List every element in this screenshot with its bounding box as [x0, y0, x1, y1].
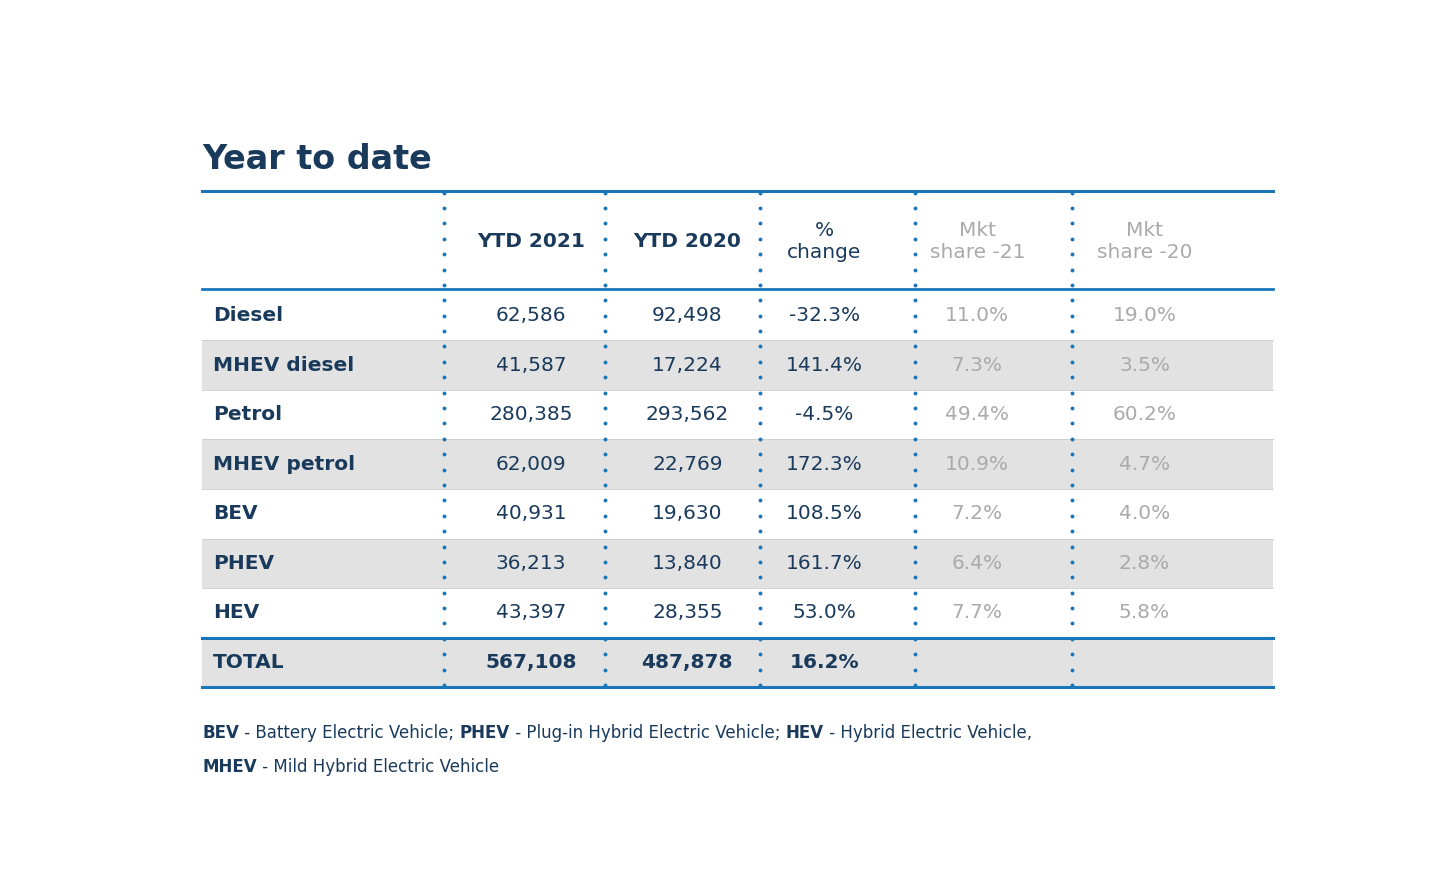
Text: 108.5%: 108.5%: [786, 504, 863, 523]
Text: 92,498: 92,498: [652, 307, 722, 325]
Text: YTD 2020: YTD 2020: [633, 232, 741, 251]
Text: 172.3%: 172.3%: [786, 455, 863, 474]
Bar: [201, 440, 1272, 489]
Text: MHEV: MHEV: [201, 759, 256, 776]
Text: 19.0%: 19.0%: [1112, 307, 1177, 325]
Text: 28,355: 28,355: [652, 603, 722, 622]
Text: BEV: BEV: [213, 504, 258, 523]
Text: Mkt
share -21: Mkt share -21: [930, 221, 1025, 262]
Text: Mkt
share -20: Mkt share -20: [1097, 221, 1193, 262]
Text: 7.2%: 7.2%: [951, 504, 1003, 523]
Bar: [201, 340, 1272, 390]
Text: 43,397: 43,397: [496, 603, 567, 622]
Text: - Plug-in Hybrid Electric Vehicle;: - Plug-in Hybrid Electric Vehicle;: [509, 724, 786, 743]
Bar: [201, 588, 1272, 638]
Text: 10.9%: 10.9%: [945, 455, 1009, 474]
Text: 36,213: 36,213: [496, 554, 567, 573]
Bar: [201, 638, 1272, 687]
Text: Year to date: Year to date: [201, 143, 432, 176]
Text: 16.2%: 16.2%: [790, 653, 859, 672]
Text: 19,630: 19,630: [652, 504, 722, 523]
Text: HEV: HEV: [213, 603, 259, 622]
Text: 2.8%: 2.8%: [1120, 554, 1170, 573]
Bar: [201, 291, 1272, 340]
Text: 11.0%: 11.0%: [945, 307, 1009, 325]
Text: 41,587: 41,587: [496, 356, 567, 374]
Text: -32.3%: -32.3%: [789, 307, 861, 325]
Text: PHEV: PHEV: [459, 724, 509, 743]
Text: - Hybrid Electric Vehicle,: - Hybrid Electric Vehicle,: [823, 724, 1032, 743]
Text: %
change: % change: [787, 221, 862, 262]
Text: 53.0%: 53.0%: [793, 603, 856, 622]
Text: 141.4%: 141.4%: [786, 356, 863, 374]
Text: 22,769: 22,769: [652, 455, 722, 474]
Text: PHEV: PHEV: [213, 554, 275, 573]
Text: 60.2%: 60.2%: [1112, 405, 1177, 425]
Text: 4.7%: 4.7%: [1120, 455, 1170, 474]
Text: 13,840: 13,840: [652, 554, 722, 573]
Text: - Battery Electric Vehicle;: - Battery Electric Vehicle;: [239, 724, 459, 743]
Text: HEV: HEV: [786, 724, 823, 743]
Text: 5.8%: 5.8%: [1120, 603, 1170, 622]
Text: 62,586: 62,586: [496, 307, 567, 325]
Text: 6.4%: 6.4%: [951, 554, 1003, 573]
Text: 3.5%: 3.5%: [1120, 356, 1170, 374]
Text: 17,224: 17,224: [652, 356, 722, 374]
Text: 40,931: 40,931: [496, 504, 567, 523]
Text: - Mild Hybrid Electric Vehicle: - Mild Hybrid Electric Vehicle: [256, 759, 499, 776]
Text: 7.3%: 7.3%: [951, 356, 1003, 374]
Text: 161.7%: 161.7%: [786, 554, 863, 573]
Text: -4.5%: -4.5%: [796, 405, 853, 425]
Text: Diesel: Diesel: [213, 307, 283, 325]
Text: MHEV petrol: MHEV petrol: [213, 455, 355, 474]
Text: MHEV diesel: MHEV diesel: [213, 356, 354, 374]
Text: 280,385: 280,385: [489, 405, 573, 425]
Bar: [201, 390, 1272, 440]
Text: 49.4%: 49.4%: [945, 405, 1009, 425]
Text: TOTAL: TOTAL: [213, 653, 285, 672]
Text: 62,009: 62,009: [496, 455, 567, 474]
Text: BEV: BEV: [201, 724, 239, 743]
Bar: [201, 489, 1272, 538]
Text: YTD 2021: YTD 2021: [478, 232, 586, 251]
Text: Petrol: Petrol: [213, 405, 282, 425]
Text: 7.7%: 7.7%: [951, 603, 1003, 622]
Text: 487,878: 487,878: [642, 653, 732, 672]
Text: 293,562: 293,562: [646, 405, 730, 425]
Bar: [201, 538, 1272, 588]
Text: 4.0%: 4.0%: [1120, 504, 1170, 523]
Text: 567,108: 567,108: [485, 653, 577, 672]
